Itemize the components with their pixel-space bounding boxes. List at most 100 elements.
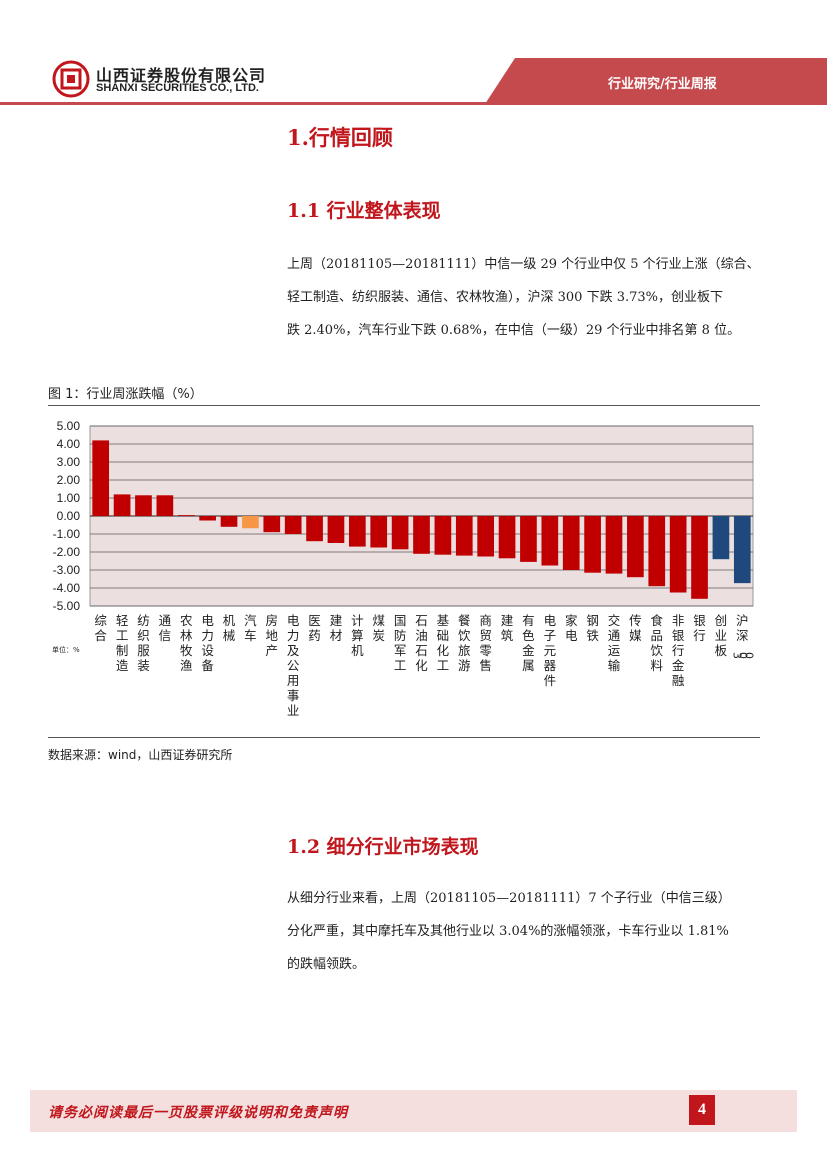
x-tick-label-part: 纺 bbox=[137, 613, 150, 628]
x-tick-label-part: 房 bbox=[266, 613, 279, 628]
x-tick-label-part: 子 bbox=[544, 628, 557, 643]
x-tick-label: 家电 bbox=[565, 613, 578, 643]
x-tick-label-part: 饮 bbox=[651, 643, 664, 658]
x-tick-label-part: 林 bbox=[180, 628, 193, 643]
x-tick-label-part: 深 bbox=[736, 628, 749, 643]
x-tick-label-part: 通 bbox=[159, 613, 172, 628]
bar bbox=[541, 516, 559, 566]
x-tick-label-part: 300 bbox=[730, 652, 755, 659]
x-tick-label-part: 品 bbox=[651, 628, 664, 643]
bar bbox=[669, 516, 687, 593]
x-tick-label: 煤炭 bbox=[372, 613, 385, 643]
y-tick-label: 0.00 bbox=[57, 509, 81, 523]
x-tick-label-part: 商 bbox=[479, 613, 492, 628]
x-tick-label: 食品饮料 bbox=[651, 613, 664, 673]
x-tick-label-part: 贸 bbox=[479, 628, 492, 643]
x-tick-label: 钢铁 bbox=[586, 613, 599, 643]
x-tick-label-part: 备 bbox=[201, 658, 214, 673]
x-tick-label: 房地产 bbox=[266, 613, 279, 658]
x-tick-label-part: 游 bbox=[458, 658, 471, 673]
x-tick-label-part: 运 bbox=[608, 643, 621, 658]
x-tick-label-part: 行 bbox=[693, 628, 706, 643]
x-tick-label-part: 工 bbox=[394, 658, 407, 673]
y-tick-label: 3.00 bbox=[57, 455, 81, 469]
x-tick-label-part: 电 bbox=[287, 613, 300, 628]
x-tick-label-part: 建 bbox=[501, 613, 514, 628]
figure-bottom-rule bbox=[48, 737, 760, 738]
bar bbox=[113, 494, 131, 516]
company-logo-icon bbox=[52, 60, 90, 98]
x-tick-label-part: 油 bbox=[415, 628, 428, 643]
x-tick-label-part: 地 bbox=[266, 628, 279, 643]
x-tick-label: 交通运输 bbox=[608, 613, 621, 673]
bar bbox=[712, 516, 730, 560]
section-title-1: 1.行情回顾 bbox=[287, 125, 393, 150]
section-title-1-2: 1.2 细分行业市场表现 bbox=[287, 836, 479, 858]
x-tick-label-part: 银 bbox=[693, 613, 706, 628]
x-tick-label-part: 炭 bbox=[372, 628, 385, 643]
x-tick-label-part: 基 bbox=[437, 613, 450, 628]
x-tick-label-part: 属 bbox=[522, 658, 535, 673]
bar bbox=[220, 516, 238, 527]
x-tick-label-part: 械 bbox=[223, 628, 236, 643]
x-tick-label-part: 石 bbox=[415, 613, 428, 628]
x-tick-label: 农林牧渔 bbox=[180, 613, 193, 673]
y-tick-label: -3.00 bbox=[53, 563, 81, 577]
page-header: 山西证券股份有限公司 SHANXI SECURITIES CO., LTD. 行… bbox=[0, 0, 827, 110]
x-tick-label-part: 工 bbox=[116, 628, 129, 643]
bar bbox=[733, 516, 751, 584]
x-tick-label-part: 医 bbox=[308, 613, 321, 628]
x-tick-label-part: 化 bbox=[415, 658, 428, 673]
x-tick-label-part: 通 bbox=[608, 628, 621, 643]
x-tick-label: 石油石化 bbox=[415, 613, 428, 673]
x-tick-label-part: 药 bbox=[308, 628, 321, 643]
x-tick-label-part: 础 bbox=[437, 628, 450, 643]
bar bbox=[520, 516, 537, 562]
report-category: 行业研究/行业周报 bbox=[608, 77, 717, 92]
footer-disclaimer: 请务必阅读最后一页股票评级说明和免责声明 bbox=[48, 1105, 348, 1121]
x-tick-label: 有色金属 bbox=[522, 613, 535, 673]
bar bbox=[413, 516, 430, 554]
x-tick-label: 电力设备 bbox=[201, 613, 214, 673]
x-tick-label: 电力及公用事业 bbox=[287, 613, 300, 718]
x-tick-label-part: 沪 bbox=[736, 613, 749, 628]
x-tick-label-part: 媒 bbox=[629, 628, 642, 643]
bar bbox=[627, 516, 644, 578]
x-tick-label-part: 力 bbox=[287, 628, 300, 643]
paragraph-subsector: 从细分行业来看，上周（20181105—20181111）7 个子行业（中信三级… bbox=[287, 882, 767, 981]
x-tick-label-part: 电 bbox=[201, 613, 214, 628]
x-tick-label-part: 石 bbox=[415, 643, 428, 658]
bar bbox=[284, 516, 302, 534]
x-tick-label-part: 银 bbox=[672, 628, 685, 643]
x-tick-label-part: 工 bbox=[437, 658, 450, 673]
x-tick-label-part: 饮 bbox=[458, 628, 471, 643]
x-tick-label-part: 计 bbox=[351, 613, 364, 628]
bar bbox=[562, 516, 580, 570]
x-tick-label-part: 算 bbox=[351, 628, 364, 643]
x-tick-label-part: 合 bbox=[94, 628, 107, 643]
x-tick-label-part: 事 bbox=[287, 688, 300, 703]
x-tick-label: 纺织服装 bbox=[137, 613, 150, 673]
bar bbox=[584, 516, 601, 573]
bar bbox=[391, 516, 409, 550]
paragraph-overall: 上周（20181105—20181111）中信一级 29 个行业中仅 5 个行业… bbox=[287, 248, 767, 347]
industry-weekly-change-chart: 5.00 4.00 3.00 2.00 1.00 0.00 -1.00 -2.00 -3.00 -… bbox=[52, 419, 756, 718]
x-tick-label-part: 用 bbox=[287, 673, 300, 688]
bar bbox=[177, 515, 195, 516]
x-tick-label: 汽车 bbox=[244, 613, 257, 643]
x-tick-label-part: 传 bbox=[629, 613, 642, 628]
x-tick-label: 基础化工 bbox=[437, 613, 450, 673]
x-tick-label: 电子元器件 bbox=[544, 613, 557, 688]
bar bbox=[691, 516, 708, 599]
figure-top-rule bbox=[48, 405, 760, 406]
x-tick-label-part: 钢 bbox=[586, 613, 599, 628]
bar bbox=[648, 516, 666, 587]
x-tick-label-part: 元 bbox=[544, 643, 557, 658]
x-tick-label-part: 零 bbox=[479, 643, 492, 658]
x-tick-label-part: 食 bbox=[651, 613, 664, 628]
x-tick-label: 通信 bbox=[159, 613, 172, 643]
x-tick-label-part: 汽 bbox=[244, 613, 257, 628]
x-tick-label-part: 金 bbox=[522, 643, 535, 658]
bar bbox=[477, 516, 495, 557]
x-tick-label-part: 有 bbox=[522, 613, 535, 628]
